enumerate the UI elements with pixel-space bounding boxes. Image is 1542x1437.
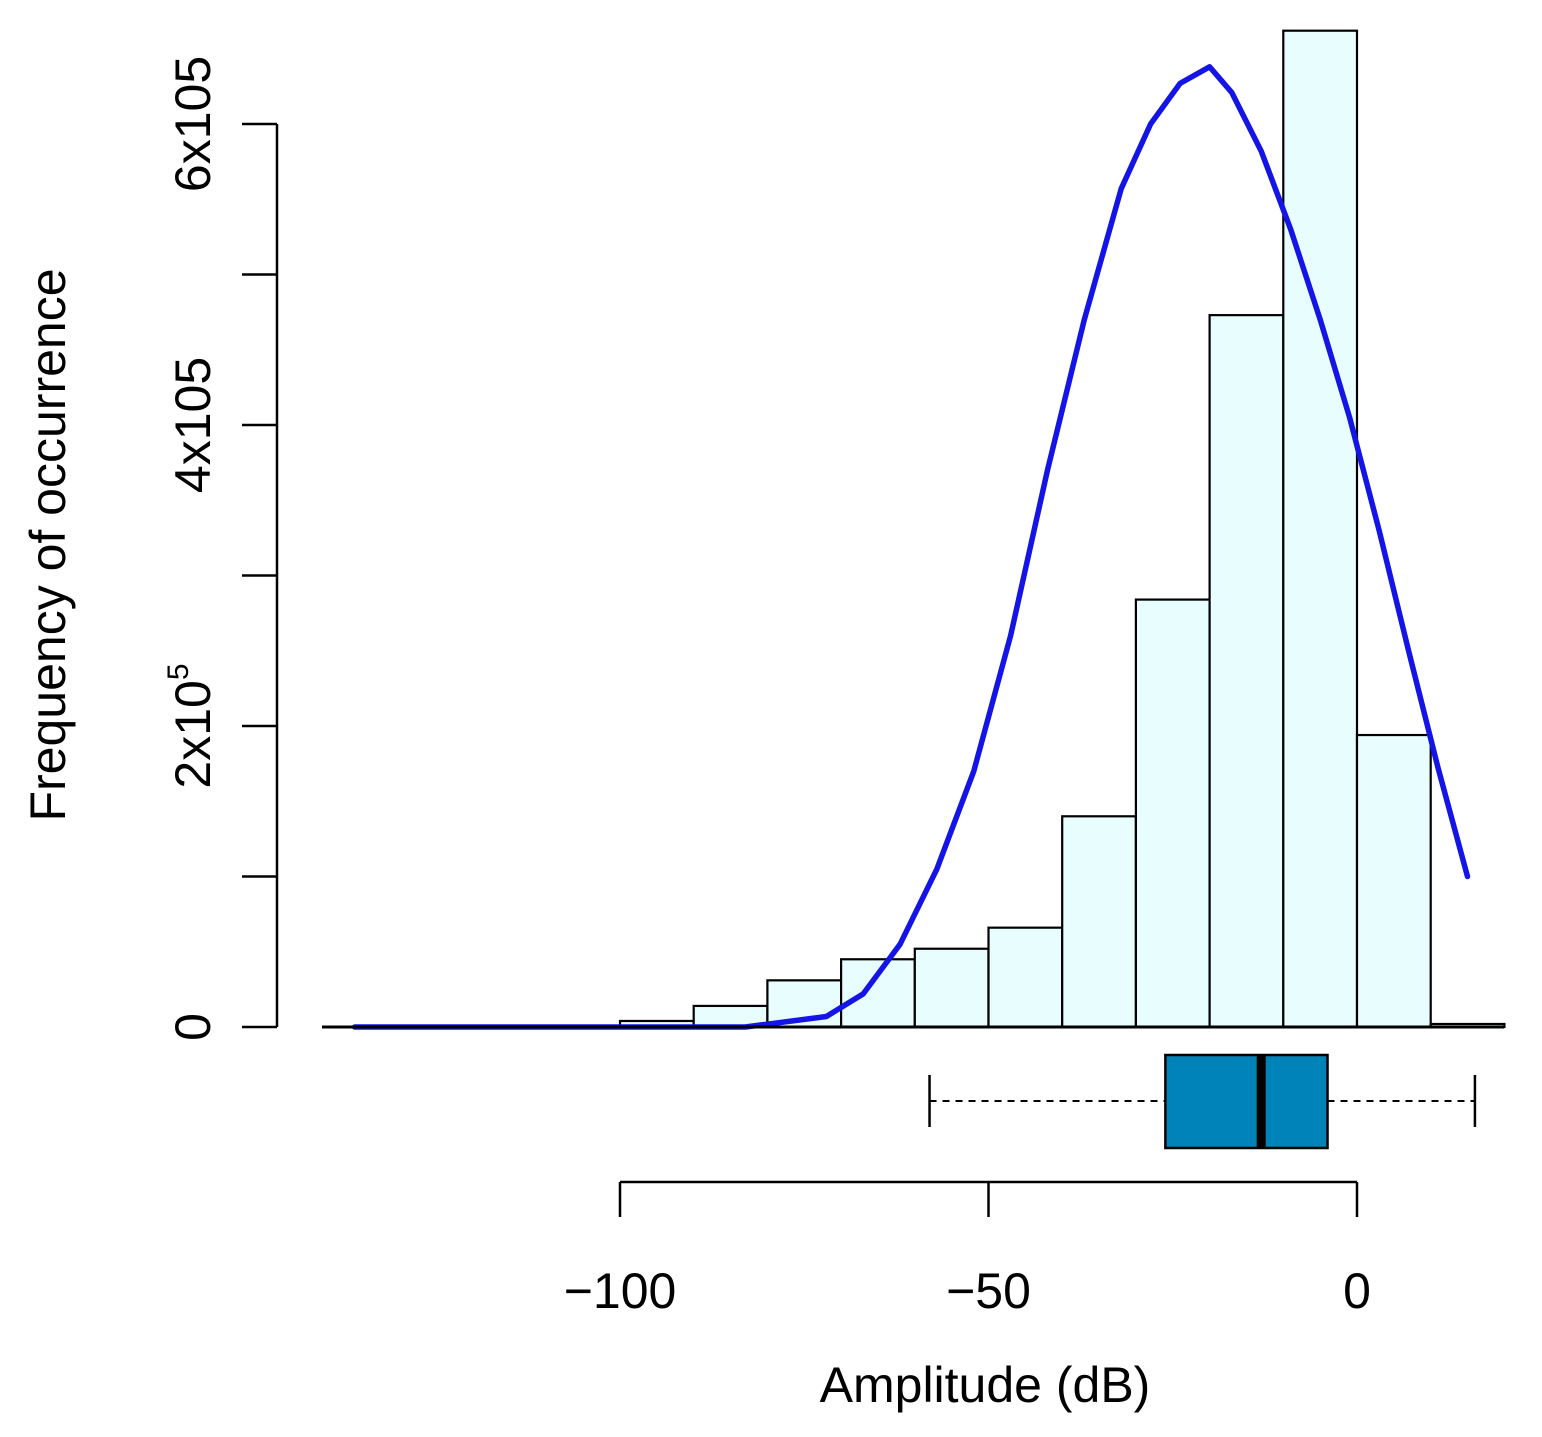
y-tick-label-exponent-2: 5 (162, 663, 195, 680)
histogram-bar-9 (1282, 29, 1359, 1029)
boxplot-box (1164, 1053, 1329, 1150)
histogram-bars (618, 29, 1506, 1029)
x-axis-title: Amplitude (dB) (820, 1357, 1151, 1413)
density-curve (351, 64, 1471, 1030)
x-tick-label-1: −50 (946, 1263, 1031, 1319)
histogram-bar-4 (913, 947, 990, 1029)
y-axis: 0 2x105 4x105 6x105 (162, 56, 279, 1041)
histogram-bar-10 (1355, 733, 1432, 1029)
density-curve-layer (351, 64, 1471, 1030)
histogram-bar-7 (1134, 598, 1211, 1029)
y-axis-title: Frequency of occurrence (20, 268, 76, 821)
y-tick-label-2: 2x105 (162, 663, 221, 788)
y-tick-label-4: 4x105 (165, 357, 221, 493)
x-tick-label-2: 0 (1343, 1263, 1371, 1319)
histogram-bar-8 (1208, 314, 1285, 1029)
x-tick-label-0: −100 (564, 1263, 677, 1319)
y-tick-label-6: 6x105 (165, 56, 221, 192)
x-axis: −100 −50 0 (564, 1180, 1371, 1319)
boxplot (928, 1053, 1477, 1150)
histogram-bar-5 (987, 926, 1064, 1029)
histogram-bar-6 (1061, 815, 1137, 1029)
y-tick-label-0: 0 (165, 1013, 221, 1041)
